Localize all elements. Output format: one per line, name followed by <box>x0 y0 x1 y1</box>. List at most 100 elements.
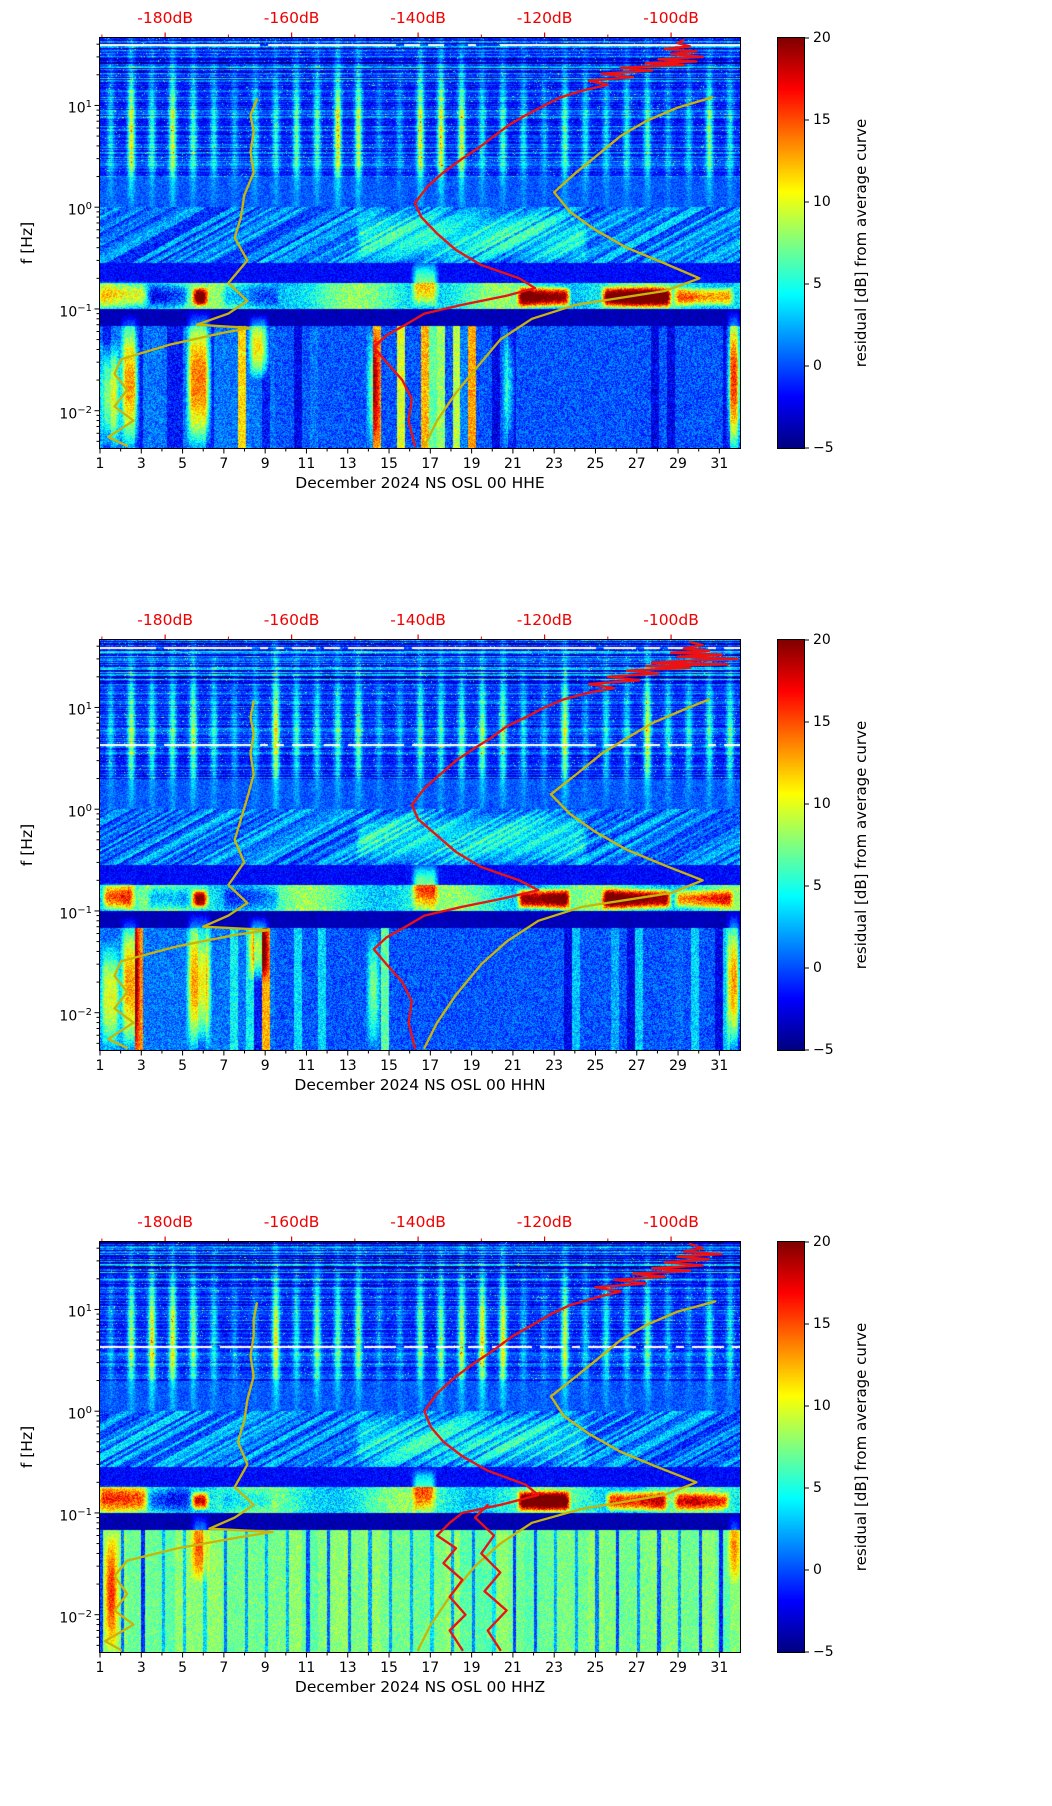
red-curve <box>372 640 739 1050</box>
tick-label: 15 <box>380 456 398 472</box>
tick-label: 13 <box>338 1660 357 1676</box>
tick-label: 5 <box>813 1480 822 1496</box>
yellow-curve-left <box>107 98 258 448</box>
tick-label: 21 <box>503 1660 522 1676</box>
tick-label: 7 <box>219 1058 229 1074</box>
tick-label: 101 <box>67 1303 92 1322</box>
tick-label: 25 <box>586 456 605 472</box>
colorbar <box>778 1242 804 1652</box>
tick-label: 17 <box>421 1058 440 1074</box>
tick-label: 23 <box>545 1058 564 1074</box>
colorbar-label: residual [dB] from average curve <box>852 1322 870 1572</box>
tick-label: 15 <box>813 1316 831 1332</box>
tick-label: 10−2 <box>59 404 92 423</box>
yellow-curve-left <box>107 700 271 1050</box>
yellow-curve-right <box>423 96 714 448</box>
tick-label: 1 <box>95 1058 105 1074</box>
tick-label: -100dB <box>643 611 699 629</box>
tick-label: 15 <box>813 714 831 730</box>
tick-label: 19 <box>462 1058 481 1074</box>
tick-label: 101 <box>67 701 92 720</box>
tick-label: 100 <box>67 201 92 219</box>
tick-label: 9 <box>260 1660 270 1676</box>
tick-label: -100dB <box>643 1213 699 1231</box>
tick-label: 10 <box>813 1398 831 1414</box>
overlay-curves <box>103 1242 723 1652</box>
tick-label: 31 <box>710 1660 729 1676</box>
tick-label: 11 <box>297 1058 316 1074</box>
overlay-curves <box>107 640 739 1050</box>
tick-label: 10−2 <box>59 1006 92 1025</box>
tick-label: -120dB <box>516 1213 573 1231</box>
red-curve-second-strand <box>473 1503 508 1652</box>
tick-label: 1 <box>95 456 105 472</box>
colorbar <box>778 38 804 448</box>
tick-label: 5 <box>813 276 822 292</box>
x-axis-title: December 2024 NS OSL 00 HHN <box>294 1076 546 1094</box>
x-axis-title: December 2024 NS OSL 00 HHZ <box>294 1678 546 1696</box>
tick-label: 27 <box>627 1058 646 1074</box>
overlay-curves <box>107 38 714 448</box>
tick-label: 5 <box>178 1058 188 1074</box>
tick-label: 3 <box>136 456 146 472</box>
tick-label: 29 <box>669 1660 687 1676</box>
tick-label: 0 <box>813 358 822 374</box>
tick-label: 13 <box>338 1058 357 1074</box>
plot-area <box>100 640 740 1050</box>
tick-label: 29 <box>669 1058 687 1074</box>
tick-label: 25 <box>586 1660 605 1676</box>
tick-label: 5 <box>813 878 822 894</box>
yellow-curve-left <box>103 1302 274 1652</box>
tick-label: 10 <box>813 796 831 812</box>
tick-label: 21 <box>503 456 522 472</box>
plot-area <box>100 1242 740 1652</box>
tick-label: 20 <box>813 632 831 648</box>
tick-label: 31 <box>710 1058 729 1074</box>
tick-label: 15 <box>813 112 831 128</box>
tick-label: -160dB <box>263 1213 320 1231</box>
tick-label: 13 <box>338 456 357 472</box>
tick-label: 17 <box>421 1660 440 1676</box>
tick-label: −5 <box>813 440 834 456</box>
tick-label: -180dB <box>137 1213 193 1231</box>
tick-label: -100dB <box>643 9 699 27</box>
tick-label: 100 <box>67 1405 92 1423</box>
y-axis-label: f [Hz] <box>18 1425 36 1469</box>
tick-label: 100 <box>67 803 92 821</box>
red-curve <box>423 1242 723 1652</box>
tick-label: 10−1 <box>59 1506 92 1525</box>
tick-label: 19 <box>462 456 481 472</box>
tick-label: -160dB <box>263 9 320 27</box>
tick-label: 11 <box>297 1660 316 1676</box>
tick-label: 15 <box>380 1660 398 1676</box>
tick-label: 23 <box>545 456 564 472</box>
tick-label: 21 <box>503 1058 522 1074</box>
tick-label: -180dB <box>137 9 193 27</box>
y-axis-label: f [Hz] <box>18 823 36 867</box>
tick-label: 0 <box>813 1562 822 1578</box>
colorbar <box>778 640 804 1050</box>
tick-label: 27 <box>627 456 646 472</box>
tick-label: 20 <box>813 30 831 46</box>
tick-label: -120dB <box>516 9 573 27</box>
tick-label: -140dB <box>390 611 446 629</box>
x-axis-title: December 2024 NS OSL 00 HHE <box>295 474 545 492</box>
yellow-curve-right <box>416 1300 717 1652</box>
tick-label: 1 <box>95 1660 105 1676</box>
tick-label: -120dB <box>516 611 573 629</box>
tick-label: 11 <box>297 456 316 472</box>
tick-label: 27 <box>627 1660 646 1676</box>
tick-label: 7 <box>219 1660 229 1676</box>
colorbar-label: residual [dB] from average curve <box>852 118 870 368</box>
plot-area <box>100 38 740 448</box>
tick-label: 31 <box>710 456 729 472</box>
tick-label: 29 <box>669 456 687 472</box>
red-curve <box>372 38 704 448</box>
spectrogram-panel-hhe: f [Hz] December 2024 NS OSL 00 HHE resid… <box>0 0 1052 602</box>
tick-label: −5 <box>813 1644 834 1660</box>
tick-label: 19 <box>462 1660 481 1676</box>
tick-label: 3 <box>136 1058 146 1074</box>
tick-label: 9 <box>260 1058 270 1074</box>
tick-label: 9 <box>260 456 270 472</box>
